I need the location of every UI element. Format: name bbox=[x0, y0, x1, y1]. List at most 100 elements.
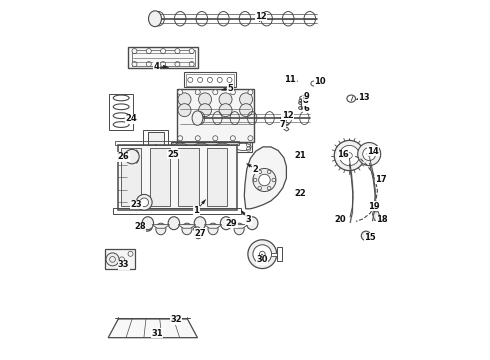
Circle shape bbox=[253, 245, 271, 264]
Bar bbox=[186, 74, 234, 86]
Circle shape bbox=[253, 168, 276, 192]
Polygon shape bbox=[302, 99, 306, 102]
Polygon shape bbox=[282, 121, 286, 125]
Polygon shape bbox=[133, 117, 137, 120]
Text: 30: 30 bbox=[256, 256, 268, 264]
Ellipse shape bbox=[208, 223, 218, 235]
Ellipse shape bbox=[234, 223, 244, 235]
Circle shape bbox=[106, 253, 119, 266]
Polygon shape bbox=[174, 153, 179, 156]
Text: 6: 6 bbox=[303, 104, 309, 112]
Circle shape bbox=[140, 198, 148, 207]
Polygon shape bbox=[294, 154, 299, 157]
Bar bbox=[176, 89, 254, 142]
Circle shape bbox=[248, 90, 253, 95]
Circle shape bbox=[197, 77, 202, 82]
Ellipse shape bbox=[214, 143, 230, 150]
Polygon shape bbox=[294, 192, 298, 195]
Polygon shape bbox=[201, 200, 205, 204]
Circle shape bbox=[240, 104, 252, 117]
Bar bbox=[148, 132, 164, 145]
Polygon shape bbox=[242, 211, 245, 215]
Circle shape bbox=[361, 231, 370, 240]
Circle shape bbox=[195, 136, 200, 141]
Polygon shape bbox=[366, 236, 370, 239]
Circle shape bbox=[132, 62, 137, 67]
Circle shape bbox=[178, 90, 183, 95]
Bar bbox=[118, 145, 237, 210]
Bar bbox=[116, 141, 239, 145]
Text: 16: 16 bbox=[337, 150, 349, 159]
Circle shape bbox=[363, 148, 376, 161]
Bar bbox=[144, 130, 168, 163]
Circle shape bbox=[195, 231, 202, 239]
Polygon shape bbox=[204, 225, 222, 228]
Circle shape bbox=[339, 145, 360, 166]
Text: 13: 13 bbox=[358, 93, 369, 102]
Text: 18: 18 bbox=[376, 215, 388, 224]
Bar bbox=[207, 148, 227, 206]
Text: 33: 33 bbox=[118, 260, 129, 269]
Circle shape bbox=[219, 104, 232, 117]
Circle shape bbox=[123, 262, 129, 267]
Ellipse shape bbox=[168, 217, 180, 230]
Polygon shape bbox=[140, 225, 144, 228]
Circle shape bbox=[248, 240, 277, 269]
Text: 23: 23 bbox=[130, 200, 142, 209]
Polygon shape bbox=[170, 319, 174, 321]
Bar bbox=[277, 247, 282, 261]
Text: 29: 29 bbox=[225, 219, 237, 228]
Ellipse shape bbox=[194, 217, 206, 230]
Ellipse shape bbox=[235, 143, 251, 150]
Polygon shape bbox=[152, 225, 170, 228]
Text: 3: 3 bbox=[245, 215, 251, 224]
Circle shape bbox=[150, 151, 161, 162]
Polygon shape bbox=[280, 115, 285, 118]
Text: 12: 12 bbox=[282, 111, 294, 120]
Circle shape bbox=[198, 93, 212, 106]
Polygon shape bbox=[221, 88, 226, 91]
Polygon shape bbox=[341, 218, 345, 221]
Text: 31: 31 bbox=[151, 329, 163, 338]
Text: 9: 9 bbox=[304, 92, 310, 101]
Circle shape bbox=[161, 62, 166, 67]
Circle shape bbox=[213, 90, 218, 95]
Polygon shape bbox=[377, 218, 381, 221]
Text: 10: 10 bbox=[314, 77, 326, 86]
Polygon shape bbox=[290, 79, 294, 82]
Circle shape bbox=[227, 77, 232, 82]
Polygon shape bbox=[108, 319, 197, 338]
Text: 15: 15 bbox=[365, 233, 376, 242]
Text: 25: 25 bbox=[168, 150, 180, 158]
Circle shape bbox=[147, 49, 151, 54]
Text: 2: 2 bbox=[253, 165, 259, 174]
Bar bbox=[171, 142, 252, 152]
Bar bbox=[178, 148, 198, 206]
Text: 28: 28 bbox=[134, 222, 146, 231]
Text: 21: 21 bbox=[294, 151, 306, 160]
Circle shape bbox=[120, 257, 124, 262]
Circle shape bbox=[240, 93, 252, 106]
Text: 11: 11 bbox=[285, 76, 296, 85]
Text: 1: 1 bbox=[194, 206, 199, 215]
Circle shape bbox=[248, 136, 253, 141]
Ellipse shape bbox=[193, 143, 209, 150]
Circle shape bbox=[217, 77, 222, 82]
Polygon shape bbox=[196, 230, 200, 234]
Bar bbox=[104, 249, 135, 269]
Circle shape bbox=[136, 194, 152, 210]
Circle shape bbox=[175, 62, 180, 67]
Polygon shape bbox=[124, 155, 128, 158]
Circle shape bbox=[213, 136, 218, 141]
Circle shape bbox=[175, 49, 180, 54]
Polygon shape bbox=[152, 330, 157, 334]
Polygon shape bbox=[124, 263, 129, 266]
Polygon shape bbox=[357, 97, 361, 99]
Text: 19: 19 bbox=[368, 202, 380, 211]
Bar bbox=[149, 148, 170, 206]
Circle shape bbox=[259, 174, 270, 186]
Polygon shape bbox=[303, 104, 307, 108]
Bar bbox=[184, 72, 236, 87]
Bar bbox=[113, 208, 241, 214]
Circle shape bbox=[161, 49, 166, 54]
